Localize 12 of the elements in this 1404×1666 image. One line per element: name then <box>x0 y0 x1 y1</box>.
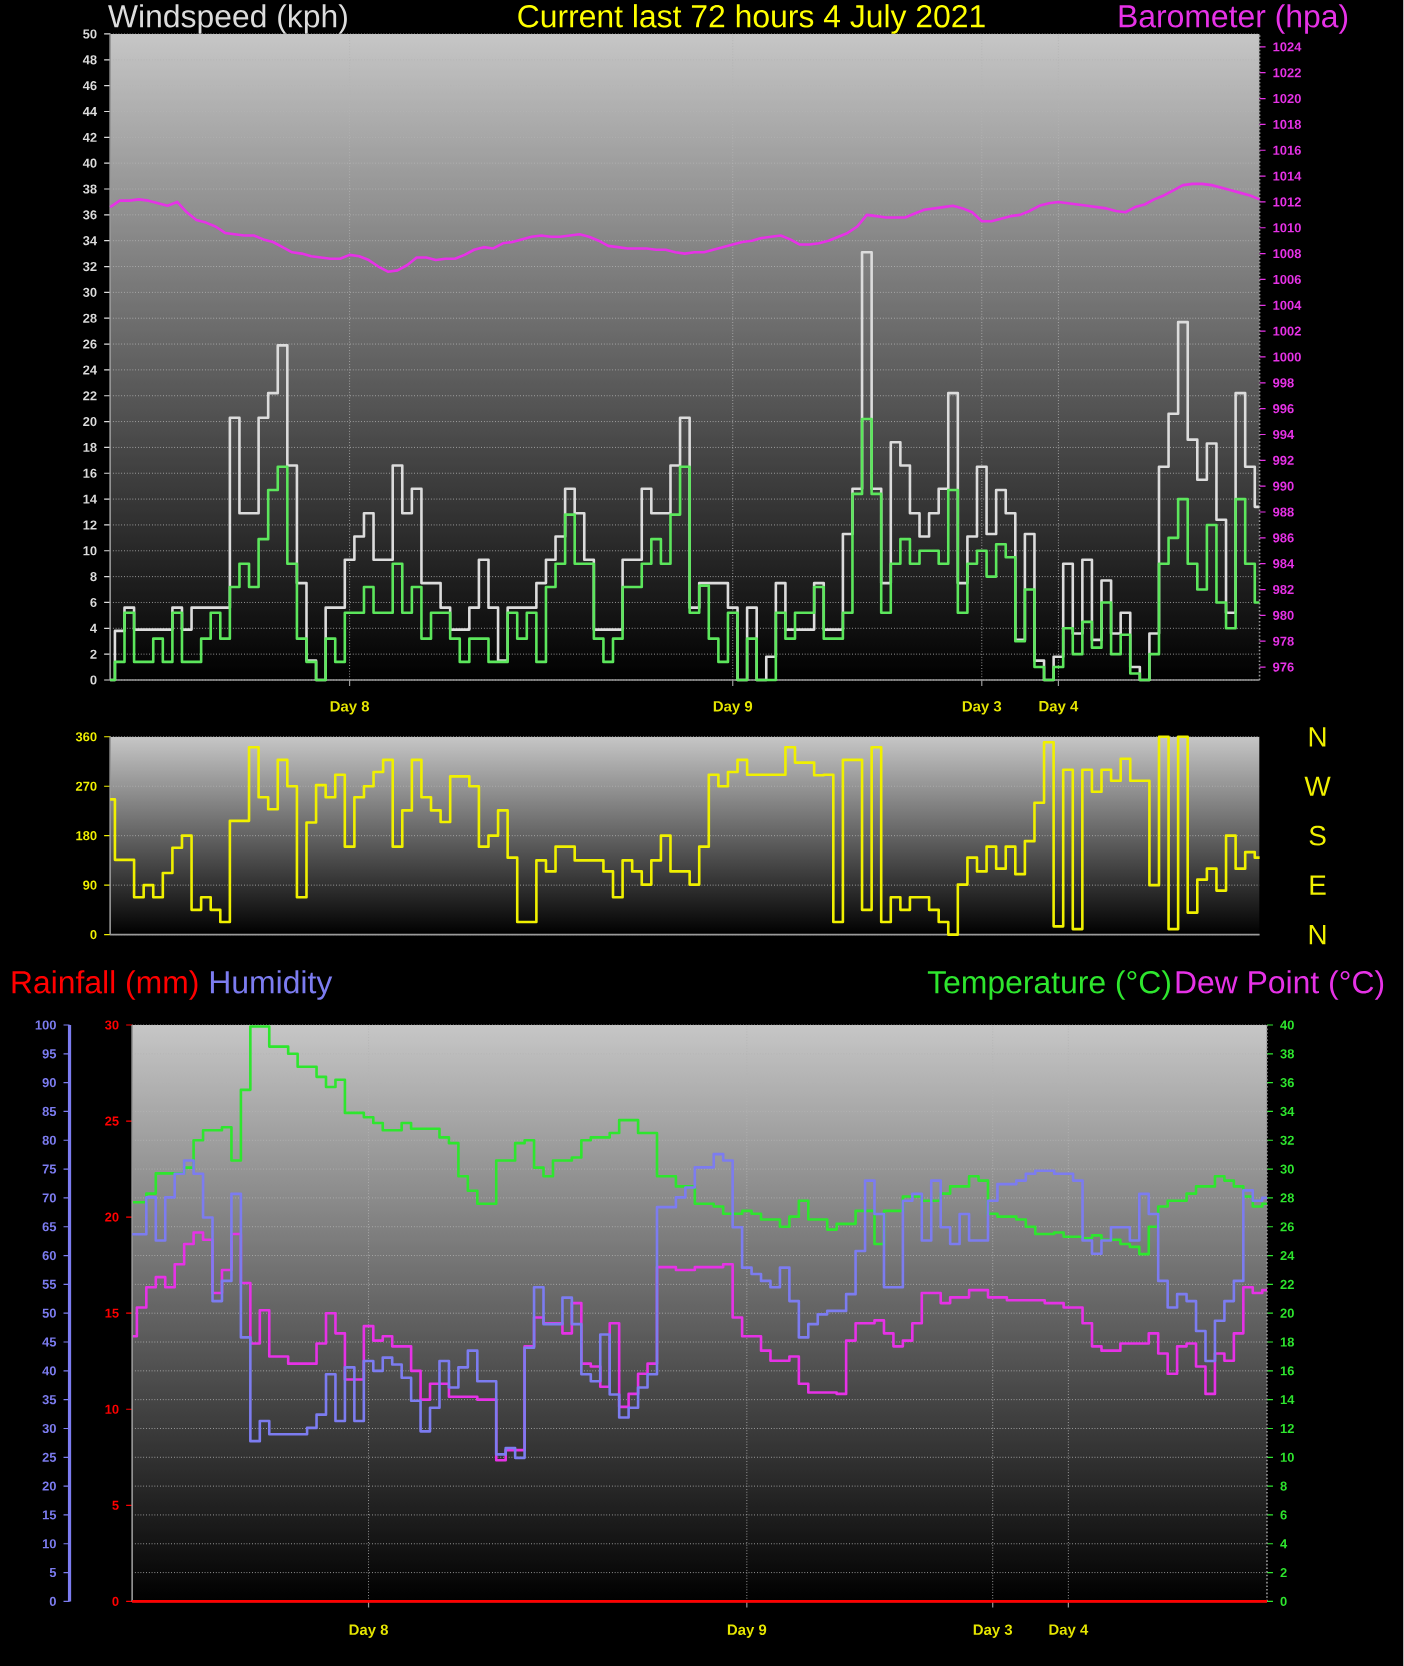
y-axis-title: Windspeed (kph) <box>108 4 348 34</box>
text: N <box>1309 925 1326 945</box>
y2-axis-title: Barometer (hpa) <box>1119 4 1348 34</box>
text: Rainfall (mm) <box>12 970 198 1000</box>
text: N <box>1309 727 1326 747</box>
text: Dew Point (°C) <box>1176 970 1384 1000</box>
text: S <box>1309 825 1326 846</box>
text: W <box>1304 776 1331 796</box>
chart-title: Current last 72 hours 4 July 2021 <box>518 4 985 34</box>
text: Humidity <box>211 970 333 1000</box>
text: E <box>1310 875 1326 895</box>
text: Temperature (°C) <box>928 970 1171 1000</box>
